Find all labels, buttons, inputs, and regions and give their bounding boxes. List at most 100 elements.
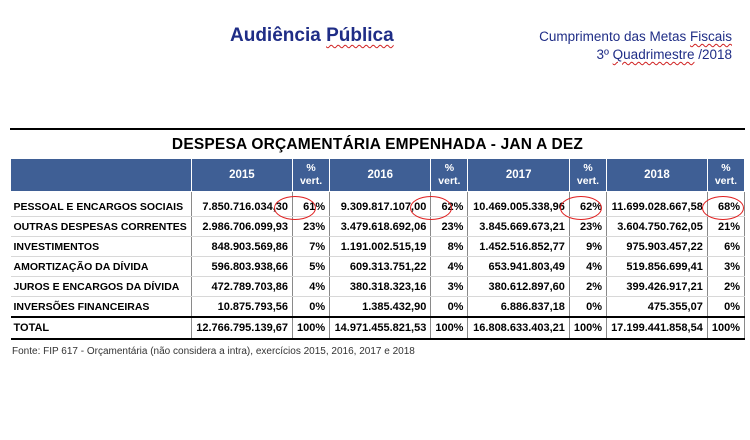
cell-value: 609.313.751,22 bbox=[329, 256, 432, 277]
total-value: 16.808.633.403,21 bbox=[467, 316, 570, 340]
subtitle-line-2-quadrimestre: Quadrimestre bbox=[612, 47, 695, 62]
page-title: Audiência Pública bbox=[230, 25, 394, 47]
cell-value: 11.699.028.667,58 bbox=[606, 191, 708, 217]
cell-pct: 0% bbox=[569, 296, 608, 318]
cell-value: 399.426.917,21 bbox=[606, 276, 708, 297]
cell-pct: 4% bbox=[292, 276, 331, 297]
cell-pct: 5% bbox=[292, 256, 331, 277]
table-row: INVESTIMENTOS 848.903.569,86 7% 1.191.00… bbox=[10, 236, 746, 257]
cell-value: 10.875.793,56 bbox=[191, 296, 294, 318]
cell-value: 975.903.457,22 bbox=[606, 236, 708, 257]
cell-value: 3.845.669.673,21 bbox=[467, 216, 570, 237]
cell-pct: 21% bbox=[707, 216, 746, 237]
row-label: PESSOAL E ENCARGOS SOCIAIS bbox=[10, 191, 192, 217]
cell-value: 3.479.618.692,06 bbox=[329, 216, 432, 237]
total-pct: 100% bbox=[292, 316, 331, 340]
pct-symbol: % bbox=[306, 162, 316, 174]
cell-value: 1.452.516.852,77 bbox=[467, 236, 570, 257]
pct-symbol: % bbox=[444, 162, 455, 174]
page-subtitle: Cumprimento das Metas Fiscais 3º Quadrim… bbox=[539, 28, 732, 64]
header-pct-2017: % vert. bbox=[568, 158, 608, 192]
cell-pct-highlighted: 62% bbox=[569, 191, 608, 217]
cell-pct-highlighted: 61% bbox=[292, 191, 331, 217]
cell-value: 519.856.699,41 bbox=[606, 256, 708, 277]
cell-pct: 0% bbox=[707, 296, 746, 318]
header-pct-2018: % vert. bbox=[706, 158, 746, 192]
total-label: TOTAL bbox=[10, 316, 192, 340]
cell-pct: 4% bbox=[569, 256, 608, 277]
cell-pct: 0% bbox=[292, 296, 331, 318]
cell-pct: 3% bbox=[430, 276, 469, 297]
cell-pct: 8% bbox=[430, 236, 469, 257]
table-row: INVERSÕES FINANCEIRAS 10.875.793,56 0% 1… bbox=[10, 296, 746, 318]
row-label: OUTRAS DESPESAS CORRENTES bbox=[10, 216, 192, 237]
header-year-2016: 2016 bbox=[329, 158, 432, 192]
cell-value: 380.318.323,16 bbox=[329, 276, 432, 297]
pct-vert-label: vert. bbox=[438, 175, 461, 187]
cell-value: 380.612.897,60 bbox=[467, 276, 570, 297]
cell-value: 10.469.005.338,96 bbox=[467, 191, 570, 217]
subtitle-line-2: 3º Quadrimestre /2018 bbox=[539, 46, 732, 64]
cell-value: 9.309.817.107,00 bbox=[329, 191, 432, 217]
header-year-2017: 2017 bbox=[467, 158, 570, 192]
total-value: 14.971.455.821,53 bbox=[329, 316, 432, 340]
cell-value: 472.789.703,86 bbox=[191, 276, 294, 297]
subtitle-line-1-text: Cumprimento das Metas bbox=[539, 29, 690, 44]
table-row: JUROS E ENCARGOS DA DÍVIDA 472.789.703,8… bbox=[10, 276, 746, 297]
cell-value: 848.903.569,86 bbox=[191, 236, 294, 257]
cell-pct-highlighted: 62% bbox=[430, 191, 469, 217]
header-blank-cell bbox=[10, 158, 192, 192]
pct-vert-label: vert. bbox=[299, 175, 323, 187]
row-label: AMORTIZAÇÃO DA DÍVIDA bbox=[10, 256, 192, 277]
header-year-2015: 2015 bbox=[190, 158, 294, 192]
table-row: PESSOAL E ENCARGOS SOCIAIS 7.850.716.034… bbox=[10, 191, 746, 217]
cell-value: 653.941.803,49 bbox=[467, 256, 570, 277]
cell-value: 596.803.938,66 bbox=[191, 256, 294, 277]
expense-table-panel: DESPESA ORÇAMENTÁRIA EMPENHADA - JAN A D… bbox=[10, 128, 746, 343]
subtitle-line-2-year: /2018 bbox=[694, 47, 732, 62]
pct-vert-label: vert. bbox=[714, 175, 737, 187]
pct-vert-label: vert. bbox=[576, 175, 600, 187]
subtitle-line-1-fiscais: Fiscais bbox=[689, 29, 732, 44]
cell-pct: 9% bbox=[569, 236, 608, 257]
cell-pct: 6% bbox=[707, 236, 746, 257]
table-row: OUTRAS DESPESAS CORRENTES 2.986.706.099,… bbox=[10, 216, 746, 237]
row-label: INVERSÕES FINANCEIRAS bbox=[10, 296, 192, 318]
table-header-row: 2015 % vert. 2016 % vert. 2017 % vert. 2018… bbox=[10, 158, 746, 192]
cell-value: 6.886.837,18 bbox=[467, 296, 570, 318]
total-row: TOTAL 12.766.795.139,67 100% 14.971.455.… bbox=[10, 316, 746, 340]
subtitle-line-2-num: 3º bbox=[596, 47, 613, 62]
cell-pct-highlighted: 68% bbox=[707, 191, 746, 217]
cell-value: 1.385.432,90 bbox=[329, 296, 432, 318]
total-pct: 100% bbox=[707, 316, 746, 340]
header-year-2018: 2018 bbox=[606, 158, 708, 192]
cell-pct: 4% bbox=[430, 256, 469, 277]
total-pct: 100% bbox=[430, 316, 469, 340]
cell-pct: 3% bbox=[707, 256, 746, 277]
table-title: DESPESA ORÇAMENTÁRIA EMPENHADA - JAN A D… bbox=[10, 128, 745, 158]
total-value: 12.766.795.139,67 bbox=[191, 316, 294, 340]
cell-value: 7.850.716.034,30 bbox=[191, 191, 294, 217]
total-value: 17.199.441.858,54 bbox=[606, 316, 708, 340]
cell-value: 2.986.706.099,93 bbox=[191, 216, 294, 237]
cell-pct: 2% bbox=[707, 276, 746, 297]
row-label: JUROS E ENCARGOS DA DÍVIDA bbox=[10, 276, 192, 297]
pct-symbol: % bbox=[721, 162, 731, 174]
cell-pct: 0% bbox=[430, 296, 469, 318]
title-word-audiencia: Audiência bbox=[230, 25, 321, 46]
cell-pct: 23% bbox=[292, 216, 331, 237]
cell-value: 1.191.002.515,19 bbox=[329, 236, 432, 257]
pct-symbol: % bbox=[583, 162, 593, 174]
expense-table: 2015 % vert. 2016 % vert. 2017 % vert. 2018… bbox=[10, 158, 746, 340]
cell-value: 475.355,07 bbox=[606, 296, 708, 318]
cell-pct: 2% bbox=[569, 276, 608, 297]
table-row: AMORTIZAÇÃO DA DÍVIDA 596.803.938,66 5% … bbox=[10, 256, 746, 277]
source-footnote: Fonte: FIP 617 - Orçamentária (não consi… bbox=[12, 346, 415, 357]
header-pct-2016: % vert. bbox=[430, 158, 469, 192]
cell-pct: 23% bbox=[569, 216, 608, 237]
subtitle-line-1: Cumprimento das Metas Fiscais bbox=[539, 28, 732, 46]
cell-pct: 7% bbox=[292, 236, 331, 257]
total-pct: 100% bbox=[569, 316, 608, 340]
title-word-publica: Pública bbox=[326, 25, 394, 46]
row-label: INVESTIMENTOS bbox=[10, 236, 192, 257]
